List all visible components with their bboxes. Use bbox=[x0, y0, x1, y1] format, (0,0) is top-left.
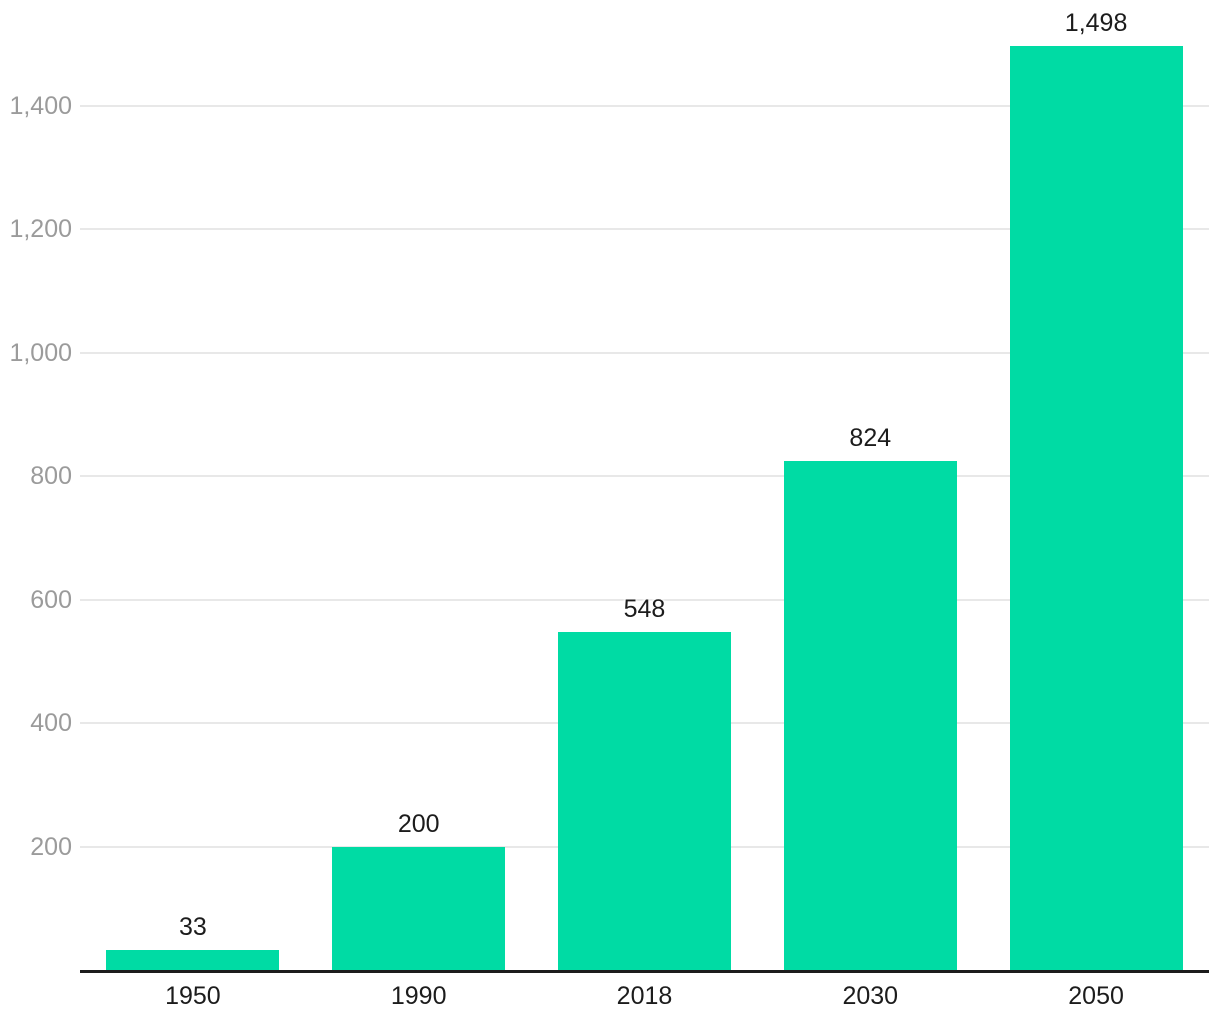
bar-value-label: 1,498 bbox=[1064, 8, 1128, 37]
x-axis-tick-label: 2030 bbox=[842, 982, 899, 1010]
y-axis-tick-label: 1,000 bbox=[9, 338, 72, 367]
y-gridline bbox=[80, 598, 1209, 601]
bar-2030 bbox=[783, 461, 957, 970]
y-gridline bbox=[80, 228, 1209, 231]
bar-1990 bbox=[332, 846, 506, 970]
bar-value-label: 824 bbox=[849, 424, 892, 453]
y-gridline bbox=[80, 475, 1209, 478]
bar-2050 bbox=[1009, 45, 1183, 970]
x-axis-tick-label: 1990 bbox=[390, 982, 447, 1010]
y-gridline bbox=[80, 351, 1209, 354]
y-gridline bbox=[80, 104, 1209, 107]
x-axis-tick-label: 2018 bbox=[616, 982, 673, 1010]
y-axis-tick-label: 800 bbox=[30, 462, 72, 491]
bar-value-label: 200 bbox=[397, 809, 440, 838]
y-axis-tick-label: 1,400 bbox=[9, 91, 72, 120]
bar-1950 bbox=[106, 949, 280, 970]
bar-2018 bbox=[558, 631, 731, 970]
bar-value-label: 33 bbox=[178, 912, 207, 941]
y-axis-tick-label: 600 bbox=[30, 585, 72, 614]
y-axis-tick-label: 1,200 bbox=[9, 215, 72, 244]
bar-value-label: 548 bbox=[623, 594, 666, 623]
y-axis-tick-label: 200 bbox=[30, 832, 72, 861]
x-axis-line bbox=[80, 970, 1209, 973]
x-axis-tick-label: 2050 bbox=[1068, 982, 1124, 1010]
y-axis-tick-label: 400 bbox=[30, 709, 72, 738]
x-axis-tick-label: 1950 bbox=[165, 982, 221, 1010]
